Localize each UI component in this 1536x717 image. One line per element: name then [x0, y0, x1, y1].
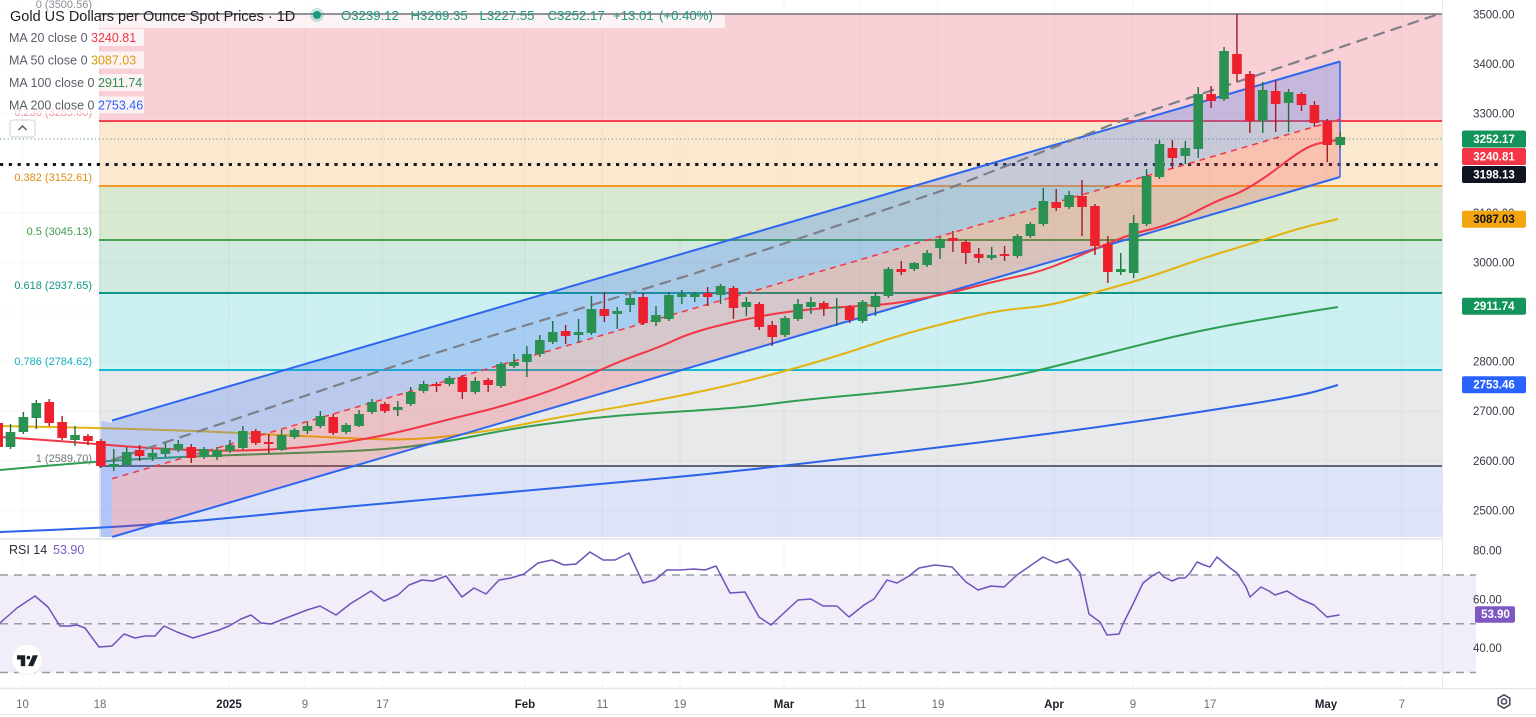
svg-text:2800.00: 2800.00	[1473, 357, 1515, 369]
svg-text:MA 100 close 0: MA 100 close 0	[9, 76, 95, 90]
svg-text:0.786 (2784.62): 0.786 (2784.62)	[14, 356, 92, 368]
svg-text:18: 18	[94, 699, 107, 711]
svg-text:2700.00: 2700.00	[1473, 406, 1515, 418]
svg-text:3300.00: 3300.00	[1473, 109, 1515, 121]
svg-text:RSI 14: RSI 14	[9, 543, 47, 557]
svg-text:Apr: Apr	[1044, 699, 1064, 711]
svg-text:3087.03: 3087.03	[1473, 214, 1515, 226]
svg-text:0 (3500.56): 0 (3500.56)	[36, 0, 92, 11]
svg-text:11: 11	[855, 699, 867, 711]
svg-text:60.00: 60.00	[1473, 594, 1502, 606]
svg-text:17: 17	[376, 699, 389, 711]
svg-text:53.90: 53.90	[53, 543, 84, 557]
svg-text:MA 50 close 0: MA 50 close 0	[9, 54, 88, 68]
svg-text:1 (2589.70): 1 (2589.70)	[36, 453, 92, 465]
svg-text:53.90: 53.90	[1481, 609, 1510, 621]
svg-text:0.5 (3045.13): 0.5 (3045.13)	[27, 226, 92, 238]
svg-text:2911.74: 2911.74	[98, 76, 142, 90]
svg-text:MA 20 close 0: MA 20 close 0	[9, 31, 88, 45]
svg-text:C3252.17: C3252.17	[548, 8, 605, 23]
svg-text:17: 17	[1204, 699, 1217, 711]
svg-text:9: 9	[1130, 699, 1136, 711]
svg-text:Mar: Mar	[774, 699, 795, 711]
svg-text:2753.46: 2753.46	[98, 99, 143, 113]
svg-text:7: 7	[1399, 699, 1405, 711]
svg-text:10: 10	[16, 699, 29, 711]
svg-text:3240.81: 3240.81	[91, 31, 136, 45]
svg-text:0.382 (3152.61): 0.382 (3152.61)	[14, 172, 92, 184]
svg-text:L3227.55: L3227.55	[480, 8, 535, 23]
svg-text:2025: 2025	[216, 699, 242, 711]
svg-text:3400.00: 3400.00	[1473, 59, 1515, 71]
svg-text:Gold US Dollars per Ounce Spot: Gold US Dollars per Ounce Spot Prices · …	[10, 9, 295, 25]
svg-text:9: 9	[302, 699, 308, 711]
svg-text:H3269.35: H3269.35	[411, 8, 468, 23]
svg-text:2911.74: 2911.74	[1474, 301, 1516, 313]
svg-text:3500.00: 3500.00	[1473, 9, 1515, 21]
svg-text:3198.13: 3198.13	[1473, 170, 1515, 182]
svg-text:+13.01: +13.01	[613, 8, 654, 23]
svg-text:80.00: 80.00	[1473, 546, 1502, 558]
svg-text:2500.00: 2500.00	[1473, 505, 1515, 517]
svg-text:19: 19	[932, 699, 945, 711]
svg-text:2753.46: 2753.46	[1473, 380, 1515, 392]
svg-text:19: 19	[674, 699, 687, 711]
svg-text:May: May	[1315, 699, 1338, 711]
svg-text:(+0.40%): (+0.40%)	[659, 8, 713, 23]
svg-text:40.00: 40.00	[1473, 643, 1502, 655]
svg-text:O3239.12: O3239.12	[341, 8, 399, 23]
svg-text:3087.03: 3087.03	[91, 54, 136, 68]
svg-text:11: 11	[597, 699, 609, 711]
svg-text:2600.00: 2600.00	[1473, 456, 1515, 468]
svg-text:3000.00: 3000.00	[1473, 257, 1515, 269]
svg-text:MA 200 close 0: MA 200 close 0	[9, 99, 95, 113]
svg-text:Feb: Feb	[515, 699, 535, 711]
svg-text:0.618 (2937.65): 0.618 (2937.65)	[14, 280, 92, 292]
svg-text:3252.17: 3252.17	[1473, 134, 1515, 146]
svg-text:3240.81: 3240.81	[1473, 152, 1515, 164]
